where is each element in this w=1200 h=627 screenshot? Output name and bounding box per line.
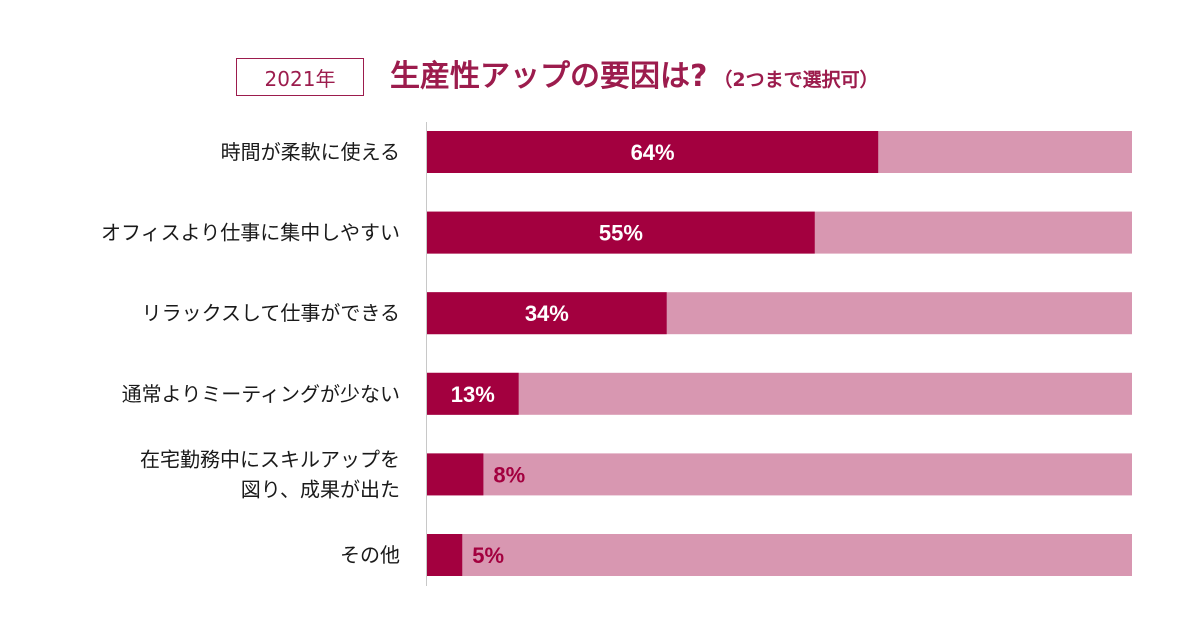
- category-label: その他: [340, 543, 400, 567]
- chart-title: 生産性アップの要因は? （2つまで選択可）: [390, 54, 879, 100]
- bar: [427, 453, 484, 496]
- bar-track: [427, 534, 1132, 576]
- category-label: 図り、成果が出た: [241, 477, 400, 501]
- category-label: 時間が柔軟に使える: [221, 140, 400, 164]
- bar: [427, 211, 815, 254]
- bar: [427, 372, 519, 415]
- bar: [427, 131, 879, 173]
- bar: [427, 292, 667, 335]
- year-badge: 2021年: [236, 58, 364, 96]
- bar-track: [427, 453, 1132, 496]
- title-main: 生産性アップの要因は?: [390, 59, 708, 94]
- data-label: 64%: [631, 140, 675, 165]
- category-label: 在宅勤務中にスキルアップを: [140, 447, 400, 471]
- year-label: 2021年: [264, 66, 336, 91]
- data-label: 8%: [493, 462, 525, 487]
- bar: [427, 534, 463, 576]
- data-label: 34%: [525, 301, 569, 326]
- data-label: 55%: [599, 221, 643, 246]
- category-label: リラックスして仕事ができる: [142, 301, 400, 325]
- data-label: 13%: [451, 382, 495, 407]
- category-label: オフィスより仕事に集中しやすい: [101, 221, 400, 245]
- bar-track: [427, 372, 1132, 415]
- data-label: 5%: [472, 543, 504, 568]
- category-label: 通常よりミーティングが少ない: [122, 382, 400, 406]
- title-note: （2つまで選択可）: [713, 69, 879, 91]
